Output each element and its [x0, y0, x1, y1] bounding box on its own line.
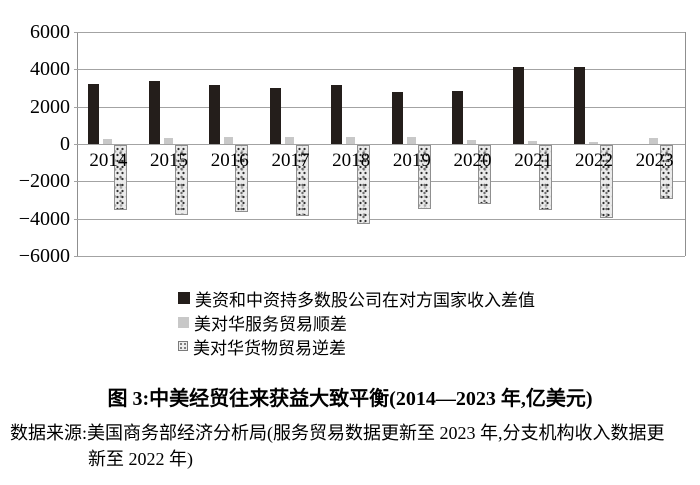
bar-solid-dark-2018: [330, 85, 342, 144]
legend: 美资和中资持多数股公司在对方国家收入差值 美对华服务贸易顺差 美对华货物贸易逆差: [178, 286, 535, 358]
bar-speckled-2021: [538, 145, 552, 211]
bar-speckled-2016: [235, 145, 249, 213]
gridline: [74, 256, 685, 257]
bar-solid-light-2022: [588, 141, 598, 144]
gridline: [74, 32, 685, 33]
source-line-1: 数据来源:美国商务部经济分析局(服务贸易数据更新至 2023 年,分支机构收入数…: [10, 423, 665, 443]
bar-solid-light-2021: [527, 141, 537, 144]
legend-label: 美对华服务贸易顺差: [194, 314, 347, 334]
gridline: [74, 106, 685, 108]
bar-solid-dark-2020: [452, 90, 464, 144]
y-axis-tick-label: −6000: [18, 245, 70, 267]
bar-solid-dark-2017: [270, 88, 282, 144]
legend-swatch-solid-light: [178, 316, 189, 328]
legend-item-2: 美对华服务贸易顺差: [178, 310, 535, 334]
y-axis-tick-label: 2000: [30, 95, 70, 118]
gridline: [74, 218, 685, 220]
legend-item-1: 美资和中资持多数股公司在对方国家收入差值: [178, 286, 535, 310]
gridline: [74, 144, 685, 145]
y-axis-tick-label: 0: [60, 133, 70, 155]
bar-solid-light-2023: [649, 138, 659, 144]
bar-solid-light-2019: [406, 136, 416, 144]
bar-solid-dark-2015: [148, 80, 160, 144]
bar-speckled-2022: [599, 145, 613, 218]
x-axis-label-2021: 2021: [514, 150, 553, 171]
y-axis-tick-label: 4000: [30, 58, 70, 81]
bar-speckled-2017: [296, 145, 310, 216]
x-axis-label-2017: 2017: [271, 150, 310, 171]
bar-solid-dark-2019: [391, 91, 403, 144]
y-axis-tick-label: 6000: [30, 21, 70, 43]
bar-speckled-2015: [174, 145, 188, 216]
bar-speckled-2018: [356, 145, 370, 225]
bar-solid-light-2016: [224, 137, 234, 144]
bar-speckled-2014: [114, 145, 127, 211]
x-axis-label-2019: 2019: [392, 150, 431, 171]
bar-solid-dark-2014: [88, 84, 99, 144]
x-axis-label-2016: 2016: [210, 150, 249, 171]
bar-solid-dark-2022: [573, 66, 585, 144]
bar-speckled-2020: [478, 145, 492, 204]
bar-solid-dark-2016: [209, 85, 221, 144]
gridline: [74, 181, 685, 183]
y-axis-tick-label: −4000: [18, 207, 70, 230]
y-axis-tick-label: −2000: [18, 170, 70, 193]
bar-solid-light-2020: [467, 139, 477, 144]
x-axis-label-2020: 2020: [453, 150, 492, 171]
plot-area: 2014 2015 2016 2017 2018 2019 2020 2021 2022 2023: [74, 32, 686, 257]
data-source-note: 数据来源:美国商务部经济分析局(服务贸易数据更新至 2023 年,分支机构收入数…: [10, 420, 694, 472]
bar-solid-light-2014: [103, 138, 112, 144]
legend-label: 美对华货物贸易逆差: [193, 338, 346, 358]
x-axis-label-2015: 2015: [150, 150, 189, 171]
source-line-2: 新至 2022 年): [88, 449, 193, 469]
legend-swatch-speckled: [178, 341, 188, 351]
bar-solid-light-2017: [285, 136, 295, 144]
x-axis-label-2022: 2022: [574, 150, 613, 171]
x-axis-label-2014: 2014: [89, 150, 128, 171]
x-axis-label-2023: 2023: [635, 150, 674, 171]
legend-swatch-solid-dark: [178, 292, 190, 304]
bar-solid-light-2015: [163, 138, 173, 144]
legend-label: 美资和中资持多数股公司在对方国家收入差值: [195, 290, 535, 310]
figure-caption: 图 3:中美经贸往来获益大致平衡(2014—2023 年,亿美元): [107, 388, 593, 410]
legend-item-3: 美对华货物贸易逆差: [178, 334, 535, 358]
gridline: [74, 69, 685, 71]
x-axis-label-2018: 2018: [332, 150, 371, 171]
bar-speckled-2019: [417, 145, 431, 210]
bar-solid-dark-2021: [512, 67, 524, 144]
bar-solid-light-2018: [345, 136, 355, 144]
bar-speckled-2023: [660, 145, 674, 200]
